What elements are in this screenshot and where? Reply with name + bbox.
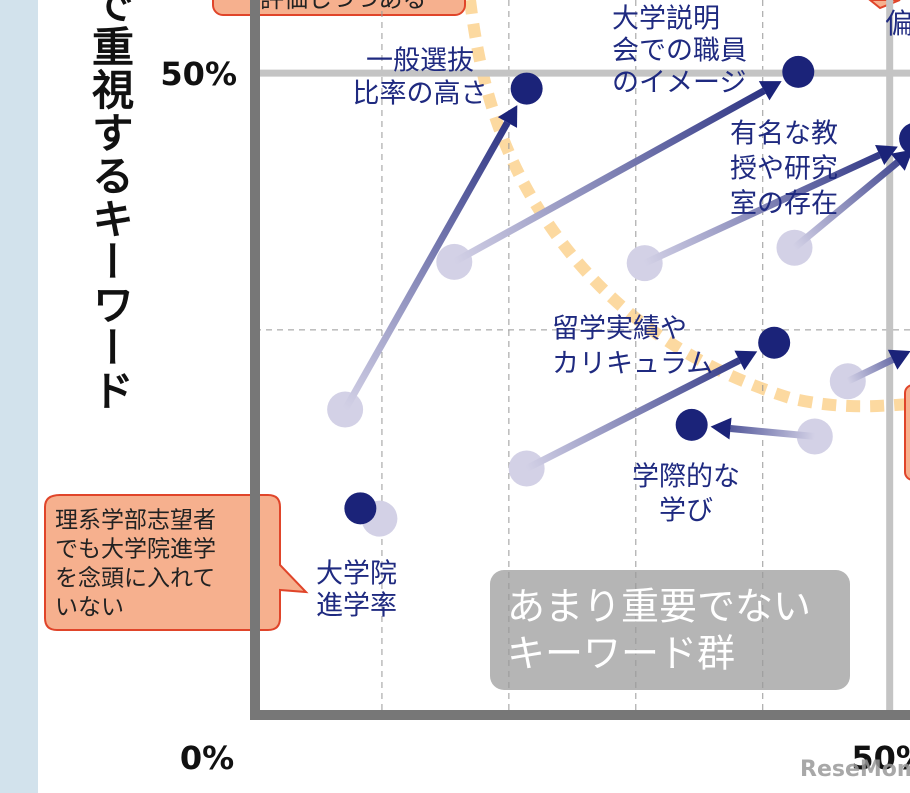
point-label: 授や研究 [730,154,838,185]
point-label: 室の存在 [730,189,838,220]
arrow-shaft [525,357,741,472]
y-axis-label: で重視するキーワード [86,0,135,412]
end-point [510,72,543,105]
point-label: 学び [659,496,713,527]
point-label: 学際的な [632,462,740,493]
arrow-shaft [792,159,900,251]
point-label: 留学実績や [552,314,687,345]
callout-text: いない [55,595,124,621]
callout-box [44,494,309,631]
group-box [490,570,850,690]
arrow-head [497,105,518,128]
point-label: のイメージ [612,68,746,99]
point-label: 会での職員 [612,36,747,67]
arrow-shaft [846,356,895,385]
arrow-shaft [452,87,766,265]
group-box-text: あまり重要でない [507,585,811,629]
arrow-head [710,417,732,440]
end-point [899,123,910,154]
arrow-shaft [643,151,882,267]
arrow-head [758,81,782,101]
watermark: ReseMom [800,757,910,782]
group-box-text: キーワード群 [507,632,735,676]
callout-box [212,0,466,16]
end-point [782,55,815,88]
point-label: 有名な教 [730,119,838,150]
axis [250,0,910,720]
end-point [675,408,708,441]
arrow-head [887,349,910,370]
y-tick-label: 50% [160,55,237,93]
arrow-head [875,144,898,165]
point-label: 大学説明 [612,4,720,35]
callout-text: 評価しつつある [260,0,427,13]
point-label: 一般選抜 [366,46,474,77]
callout-text: 偏 [885,7,910,40]
callout-text: を念頭に入れて [55,566,215,592]
point-label: カリキュラム [552,349,713,380]
point-label: 比率の高さ [353,79,488,110]
end-point [758,326,791,359]
side-strip [0,0,38,793]
origin-label: 0% [180,739,234,777]
callout-box [904,384,910,481]
point-label: 大学院 [316,559,397,590]
marks [327,55,910,537]
arrow-head [890,150,910,171]
end-point [344,492,377,525]
threshold-curve [464,0,910,413]
arrow-shaft [342,120,511,412]
callout-text: でも大学院進学 [55,537,216,563]
x-tick-label: 50% [851,739,910,777]
arrow-shaft [377,515,397,530]
arrow-shaft [730,425,816,440]
callout-text: 理系学部志望者 [55,508,216,534]
arrow-head [734,350,758,371]
point-label: 進学率 [316,591,397,622]
